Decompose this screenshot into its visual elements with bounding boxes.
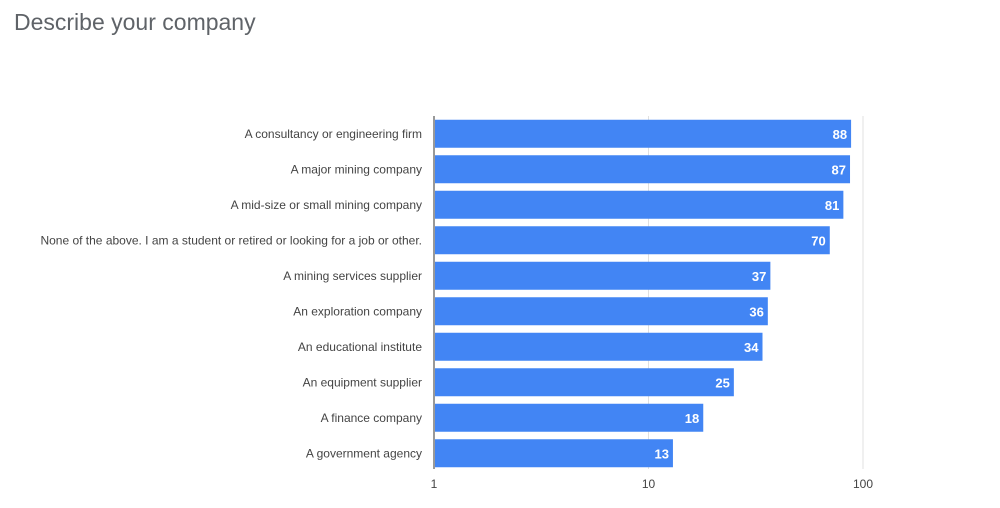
x-tick-label: 100: [853, 477, 873, 491]
data-label: 18: [685, 411, 699, 426]
labels: 1 10 100 A consultancy or engineering firm 8…: [40, 127, 873, 491]
category-label: An exploration company: [293, 304, 422, 318]
category-label: A mid-size or small mining company: [231, 198, 422, 212]
data-label: 25: [715, 375, 729, 390]
data-label: 87: [832, 162, 846, 177]
x-tick-label: 1: [431, 477, 438, 491]
x-tick-label: 10: [642, 477, 656, 491]
data-label: 34: [744, 340, 759, 355]
category-label: A consultancy or engineering firm: [245, 127, 422, 141]
category-label: An educational institute: [298, 340, 422, 354]
bar: [435, 190, 844, 219]
bar: [435, 368, 734, 397]
data-label: 37: [752, 269, 766, 284]
data-label: 36: [749, 304, 763, 319]
bar: [435, 332, 763, 361]
category-label: A finance company: [321, 411, 422, 425]
data-label: 81: [825, 198, 839, 213]
bar: [435, 261, 771, 290]
chart-title: Describe your company: [14, 9, 256, 35]
category-label: A mining services supplier: [283, 269, 422, 283]
category-label: None of the above. I am a student or ret…: [40, 233, 422, 247]
bar: [435, 403, 704, 432]
data-label: 13: [654, 446, 668, 461]
category-label: A major mining company: [291, 162, 422, 176]
category-label: An equipment supplier: [303, 375, 422, 389]
bar: [435, 439, 673, 468]
data-label: 70: [811, 233, 825, 248]
bar: [435, 155, 851, 184]
bar: [435, 297, 768, 326]
data-label: 88: [833, 127, 847, 142]
bar: [435, 119, 852, 148]
bars: [435, 119, 852, 468]
bar: [435, 226, 830, 255]
category-label: A government agency: [306, 446, 422, 460]
